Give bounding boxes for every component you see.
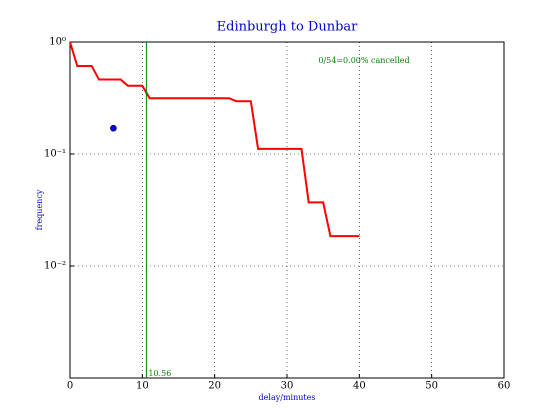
- data-point: [110, 124, 117, 132]
- y-tick-label: 10⁻²: [44, 261, 66, 272]
- x-tick-label: 60: [498, 381, 511, 392]
- x-tick-label: 50: [425, 381, 438, 392]
- x-tick-label: 40: [353, 381, 366, 392]
- y-tick-label: 10⁰: [49, 37, 66, 48]
- x-tick-label: 30: [281, 381, 294, 392]
- data-line: [69, 41, 360, 238]
- x-axis-label: delay/minutes: [259, 393, 316, 402]
- x-tick-label: 0: [67, 381, 73, 392]
- y-axis-label: frequency: [35, 189, 44, 230]
- y-tick-label: 10⁻¹: [44, 149, 66, 160]
- x-tick-label: 10: [136, 381, 149, 392]
- reference-label: 10.56: [148, 369, 171, 378]
- plot-frame: [69, 41, 505, 379]
- annotation: 0/54=0.00% cancelled: [318, 56, 409, 65]
- chart-title: Edinburgh to Dunbar: [217, 20, 359, 35]
- x-tick-label: 20: [208, 381, 221, 392]
